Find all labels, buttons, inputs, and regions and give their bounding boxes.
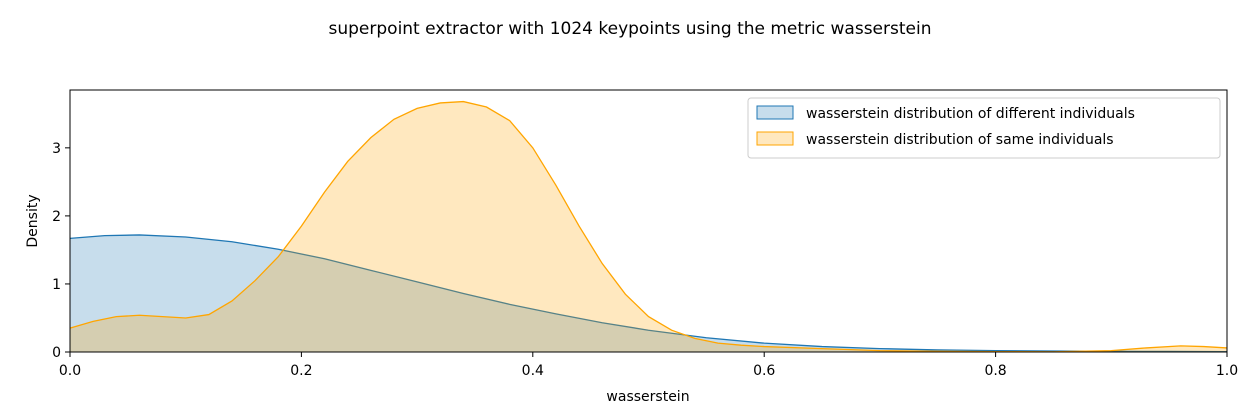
legend-label-different: wasserstein distribution of different in…: [806, 106, 1135, 122]
x-tick-label: 0.2: [290, 363, 312, 379]
series-0-area: [70, 234, 1227, 352]
y-tick-label: 3: [52, 141, 61, 157]
y-tick-label: 0: [52, 345, 61, 361]
legend-label-same: wasserstein distribution of same individ…: [806, 132, 1114, 148]
x-tick-label: 0.0: [59, 363, 81, 379]
x-axis-label: wasserstein: [606, 389, 689, 405]
x-tick-label: 1.0: [1216, 363, 1238, 379]
legend-swatch-same: [756, 131, 794, 146]
y-axis: 0 1 2 3: [52, 141, 70, 361]
plot-frame: [69, 89, 1228, 353]
x-tick-label: 0.8: [984, 363, 1006, 379]
chart-title: superpoint extractor with 1024 keypoints…: [329, 19, 932, 39]
series-1-area: [70, 101, 1227, 352]
y-axis-label: Density: [25, 194, 41, 247]
x-tick-label: 0.6: [753, 363, 775, 379]
legend: wasserstein distribution of different in…: [747, 97, 1221, 159]
x-axis: 0.0 0.2 0.4 0.6 0.8 1.0: [59, 352, 1238, 379]
y-tick-label: 2: [52, 209, 61, 225]
series-1-line: [69, 100, 1228, 353]
y-tick-label: 1: [52, 277, 61, 293]
legend-swatch-different: [756, 105, 794, 120]
legend-frame: [747, 97, 1221, 159]
x-tick-label: 0.4: [522, 363, 544, 379]
series-layer: [69, 100, 1228, 353]
series-0-line: [69, 234, 1228, 353]
